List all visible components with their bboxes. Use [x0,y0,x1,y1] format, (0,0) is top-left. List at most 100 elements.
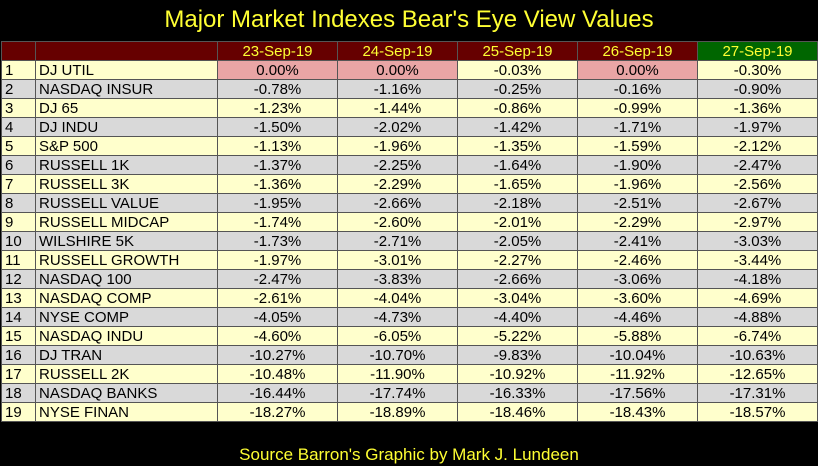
table-row: 13 NASDAQ COMP -2.61% -4.04% -3.04% -3.60% -4.… [1,288,818,308]
index-name: S&P 500 [35,136,218,156]
value-cell: -10.63% [697,345,818,365]
row-number: 11 [1,250,36,270]
row-number: 13 [1,288,36,308]
value-cell: -2.01% [457,212,578,232]
row-number: 17 [1,364,36,384]
value-cell: -2.60% [337,212,458,232]
value-cell: -10.70% [337,345,458,365]
value-cell: -10.48% [217,364,338,384]
value-cell: -1.36% [217,174,338,194]
value-cell: -1.44% [337,98,458,118]
value-cell: -3.03% [697,231,818,251]
row-number: 6 [1,155,36,175]
index-name: DJ INDU [35,117,218,137]
value-cell: 0.00% [217,60,338,80]
value-cell: -17.31% [697,383,818,403]
index-name: NASDAQ 100 [35,269,218,289]
value-cell: -9.83% [457,345,578,365]
value-cell: -17.56% [577,383,698,403]
row-number: 10 [1,231,36,251]
row-number: 8 [1,193,36,213]
value-cell: -1.64% [457,155,578,175]
index-name: RUSSELL GROWTH [35,250,218,270]
value-cell: -16.44% [217,383,338,403]
chart-title: Major Market Indexes Bear's Eye View Val… [164,6,654,33]
index-name: RUSSELL 2K [35,364,218,384]
value-cell: -11.92% [577,364,698,384]
value-cell: -0.78% [217,79,338,99]
value-cell: -4.46% [577,307,698,327]
row-number: 1 [1,60,36,80]
value-cell: -2.29% [577,212,698,232]
value-cell: -1.97% [217,250,338,270]
header-date-1: 23-Sep-19 [217,41,338,61]
header-num-cell [1,41,36,61]
value-cell: -3.01% [337,250,458,270]
value-cell: -3.04% [457,288,578,308]
value-cell: -12.65% [697,364,818,384]
value-cell: -10.04% [577,345,698,365]
row-number: 12 [1,269,36,289]
value-cell: -0.25% [457,79,578,99]
value-cell: 0.00% [577,60,698,80]
value-cell: -1.50% [217,117,338,137]
value-cell: -5.22% [457,326,578,346]
value-cell: -1.35% [457,136,578,156]
index-name: NASDAQ INSUR [35,79,218,99]
value-cell: -17.74% [337,383,458,403]
table-row: 12 NASDAQ 100 -2.47% -3.83% -2.66% -3.06% -4.1… [1,269,818,289]
value-cell: -2.66% [457,269,578,289]
value-cell: -3.60% [577,288,698,308]
value-cell: -16.33% [457,383,578,403]
value-cell: -2.05% [457,231,578,251]
header-date-3: 25-Sep-19 [457,41,578,61]
table-row: 17 RUSSELL 2K -10.48% -11.90% -10.92% -11.92%… [1,364,818,384]
index-name: DJ UTIL [35,60,218,80]
value-cell: -10.27% [217,345,338,365]
index-name: NYSE COMP [35,307,218,327]
value-cell: -11.90% [337,364,458,384]
value-cell: -1.37% [217,155,338,175]
table-row: 16 DJ TRAN -10.27% -10.70% -9.83% -10.04% -10.… [1,345,818,365]
index-name: RUSSELL VALUE [35,193,218,213]
value-cell: -1.96% [577,174,698,194]
value-cell: -18.89% [337,402,458,422]
value-cell: -2.56% [697,174,818,194]
value-cell: -1.90% [577,155,698,175]
table-row: 3 DJ 65 -1.23% -1.44% -0.86% -0.99% -1.36% [1,98,818,118]
index-table: 23-Sep-19 24-Sep-19 25-Sep-19 26-Sep-19 … [1,41,818,422]
row-number: 15 [1,326,36,346]
table-row: 1 DJ UTIL 0.00% 0.00% -0.03% 0.00% -0.30% [1,60,818,80]
value-cell: -2.46% [577,250,698,270]
value-cell: -1.23% [217,98,338,118]
value-cell: -2.12% [697,136,818,156]
value-cell: -2.97% [697,212,818,232]
value-cell: -6.74% [697,326,818,346]
value-cell: -3.44% [697,250,818,270]
index-name: RUSSELL MIDCAP [35,212,218,232]
value-cell: -18.46% [457,402,578,422]
header-date-4: 26-Sep-19 [577,41,698,61]
table-row: 14 NYSE COMP -4.05% -4.73% -4.40% -4.46% -4.88… [1,307,818,327]
source-footer: Source Barron's Graphic by Mark J. Lunde… [239,445,579,464]
value-cell: -2.47% [217,269,338,289]
header-name-cell [35,41,218,61]
table-row: 19 NYSE FINAN -18.27% -18.89% -18.46% -18.43%… [1,402,818,422]
table-row: 11 RUSSELL GROWTH -1.97% -3.01% -2.27% -2.46%… [1,250,818,270]
value-cell: -3.83% [337,269,458,289]
value-cell: -3.06% [577,269,698,289]
value-cell: -4.73% [337,307,458,327]
table-row: 9 RUSSELL MIDCAP -1.74% -2.60% -2.01% -2.29% -… [1,212,818,232]
index-name: NASDAQ COMP [35,288,218,308]
value-cell: -1.13% [217,136,338,156]
row-number: 7 [1,174,36,194]
value-cell: -2.61% [217,288,338,308]
value-cell: -2.47% [697,155,818,175]
index-name: DJ 65 [35,98,218,118]
table-row: 5 S&P 500 -1.13% -1.96% -1.35% -1.59% -2.12% [1,136,818,156]
value-cell: -2.71% [337,231,458,251]
value-cell: -6.05% [337,326,458,346]
table-row: 7 RUSSELL 3K -1.36% -2.29% -1.65% -1.96% -2.56… [1,174,818,194]
index-name: NASDAQ INDU [35,326,218,346]
value-cell: -2.25% [337,155,458,175]
